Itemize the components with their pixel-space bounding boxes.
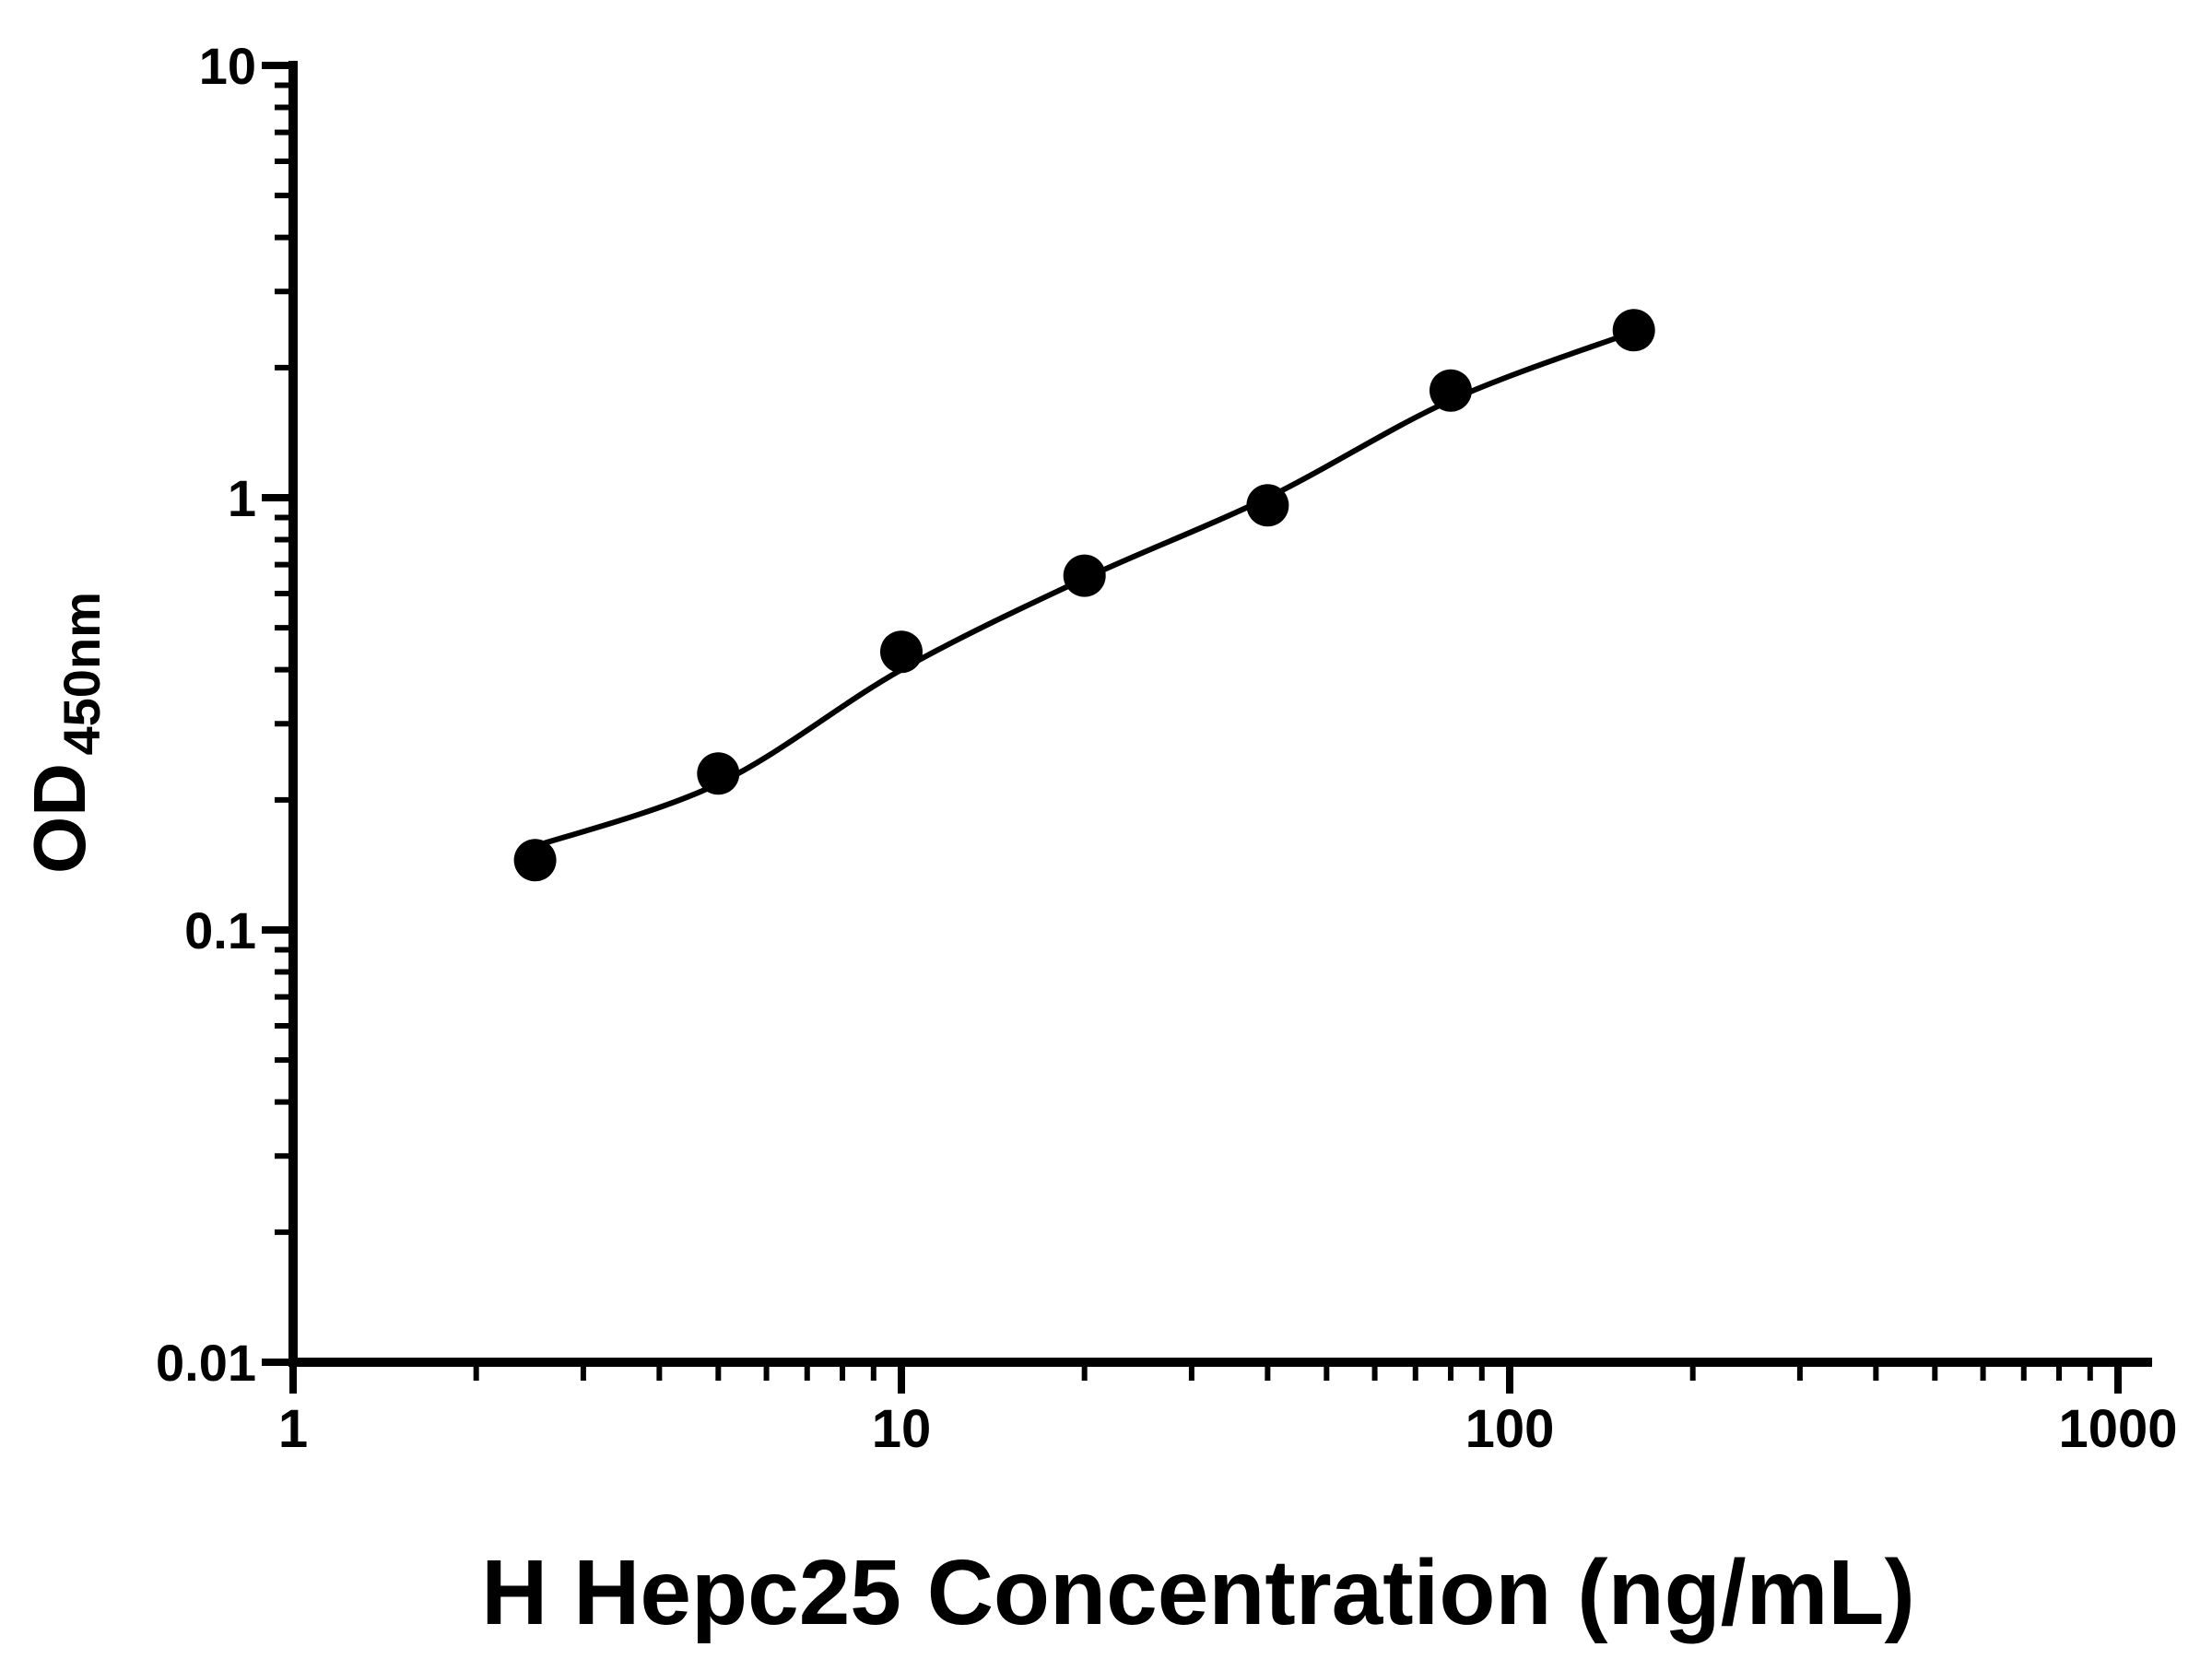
data-point (697, 752, 740, 795)
data-point (513, 839, 557, 882)
x-tick-label: 1000 (2058, 1399, 2177, 1459)
data-point (1246, 484, 1289, 527)
x-axis-title: H Hepc25 Concentration (ng/mL) (481, 1541, 1915, 1644)
y-tick-label: 0.1 (184, 901, 256, 959)
y-tick-label: 10 (199, 37, 256, 95)
y-tick-label: 1 (228, 469, 256, 527)
axis-ticks (262, 62, 2122, 1394)
y-axis-title: OD 450nm (18, 592, 111, 874)
axis-tick-labels: 1 10 100 1000 0.01 0.1 1 10 (156, 37, 2178, 1459)
data-point (1063, 554, 1106, 597)
x-tick-label: 1 (278, 1399, 308, 1459)
data-point (1612, 309, 1655, 352)
y-axis-title-main: OD (18, 763, 100, 874)
data-points-layer (513, 309, 1655, 882)
x-tick-label: 100 (1465, 1399, 1555, 1459)
x-tick-label: 10 (872, 1399, 932, 1459)
y-tick-label: 0.01 (156, 1334, 256, 1392)
y-axis-title-subscript: 450nm (53, 592, 111, 755)
data-point (1430, 369, 1472, 412)
axes (288, 61, 2152, 1367)
axis-spine (288, 61, 2152, 1367)
data-point (880, 630, 923, 674)
